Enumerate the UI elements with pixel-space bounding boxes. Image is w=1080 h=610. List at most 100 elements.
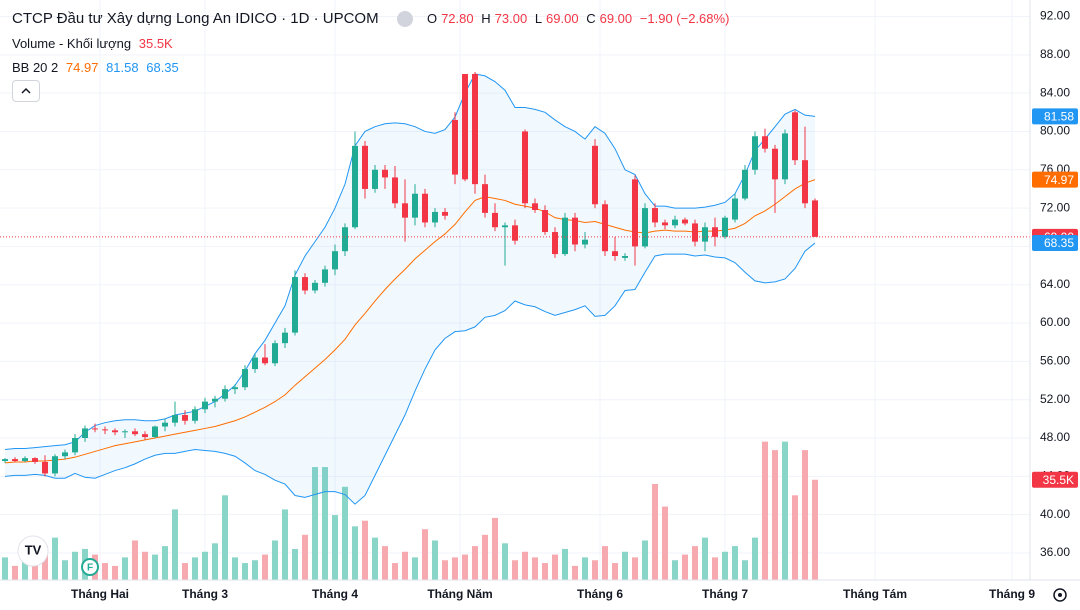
candle-body [472, 73, 478, 185]
candle-body [132, 431, 138, 435]
candle-body [392, 177, 398, 204]
candle-body [402, 203, 408, 218]
candle-body [492, 212, 498, 228]
x-tick-label: Tháng Hai [71, 587, 129, 601]
candle-body [162, 422, 168, 427]
financials-icon[interactable]: F [81, 558, 99, 576]
candle-body [62, 452, 68, 457]
candle-body [612, 251, 618, 256]
bb-basis-value: 74.97 [65, 60, 99, 75]
volume-bar [702, 537, 708, 580]
candle-body [232, 387, 238, 390]
candle-body [502, 225, 508, 228]
volume-bar [232, 557, 238, 580]
volume-bar [642, 540, 648, 580]
y-tick-label: 48.00 [1040, 430, 1070, 444]
y-tick-label: 64.00 [1040, 277, 1070, 291]
candle-body [332, 251, 338, 270]
volume-bar [372, 537, 378, 580]
volume-bar [772, 450, 778, 580]
volume-bar [32, 563, 38, 580]
x-tick-label: Tháng 7 [702, 587, 748, 601]
ohlc-key: L [534, 11, 543, 26]
volume-bar [612, 563, 618, 580]
volume-bar [312, 467, 318, 580]
volume-bar [362, 520, 368, 580]
volume-bar [532, 557, 538, 580]
volume-bar [512, 560, 518, 580]
candle-body [292, 277, 298, 333]
volume-bar [802, 450, 808, 580]
volume-bar [332, 515, 338, 580]
change-value: −1.90 (−2.68%) [639, 11, 730, 26]
candle-body [582, 239, 588, 245]
volume-bar [542, 563, 548, 580]
volume-bar [302, 534, 308, 580]
svg-text:F: F [87, 563, 93, 574]
main-legend: CTCP Đầu tư Xây dựng Long An IDICO · 1D … [12, 10, 737, 28]
volume-bar [242, 563, 248, 580]
volume-bar [812, 479, 818, 580]
candle-body [32, 458, 38, 462]
volume-bar [482, 534, 488, 580]
candle-body [152, 426, 158, 438]
candle-body [2, 459, 8, 461]
candle-body [772, 148, 778, 180]
candle-body [182, 415, 188, 421]
candle-body [222, 389, 228, 399]
y-tick-label: 56.00 [1040, 354, 1070, 368]
bb-lower-line [4, 242, 816, 505]
volume-bar [162, 546, 168, 580]
volume-bar [592, 560, 598, 580]
hide-button[interactable] [396, 11, 413, 28]
collapse-button[interactable] [12, 80, 40, 102]
volume-bar [42, 546, 48, 580]
candle-body [742, 169, 748, 199]
candle-body [82, 428, 88, 439]
x-tick-label: Tháng Tám [843, 587, 907, 601]
volume-bar [432, 540, 438, 580]
bb-legend: BB 20 2 74.97 81.58 68.35 [12, 60, 183, 75]
bb-basis-line [4, 179, 816, 464]
volume-bar [452, 557, 458, 580]
ohlc-value: 69.00 [546, 11, 579, 26]
volume-legend: Volume - Khối lượng 35.5K [12, 36, 177, 51]
bb-lower-badge [1032, 235, 1078, 252]
settings-button[interactable] [1053, 588, 1067, 602]
volume-bar [422, 529, 428, 580]
volume-bar [692, 546, 698, 580]
candle-body [122, 431, 128, 433]
volume-bar [382, 546, 388, 580]
x-tick-label: Tháng 9 [989, 587, 1035, 601]
volume-bar [202, 551, 208, 580]
candle-body [192, 409, 198, 421]
volume-bar [492, 517, 498, 580]
grid [0, 0, 1030, 580]
candle-body [422, 193, 428, 223]
y-tick-label: 80.00 [1040, 124, 1070, 138]
candle-body [482, 184, 488, 213]
candle-body [42, 461, 48, 474]
candle-body [92, 428, 98, 430]
candle-body [642, 208, 648, 247]
x-tick-label: Tháng 3 [182, 587, 228, 601]
volume-bar [252, 560, 258, 580]
candle-body [572, 217, 578, 245]
candle-body [322, 269, 328, 283]
volume-bar [2, 557, 8, 580]
volume-bar [672, 560, 678, 580]
volume-value: 35.5K [138, 36, 173, 51]
candle-body [382, 169, 388, 178]
candle-body [722, 217, 728, 237]
bb-upper-line [4, 73, 816, 451]
tradingview-logo[interactable]: TV [17, 535, 49, 567]
volume-bar [412, 557, 418, 580]
volume-bar [212, 543, 218, 580]
candle-body [452, 119, 458, 175]
volume-bar [572, 565, 578, 580]
candle-body [532, 203, 538, 211]
candle-body [282, 332, 288, 344]
volume-bar [762, 441, 768, 580]
candle-body [702, 227, 708, 242]
